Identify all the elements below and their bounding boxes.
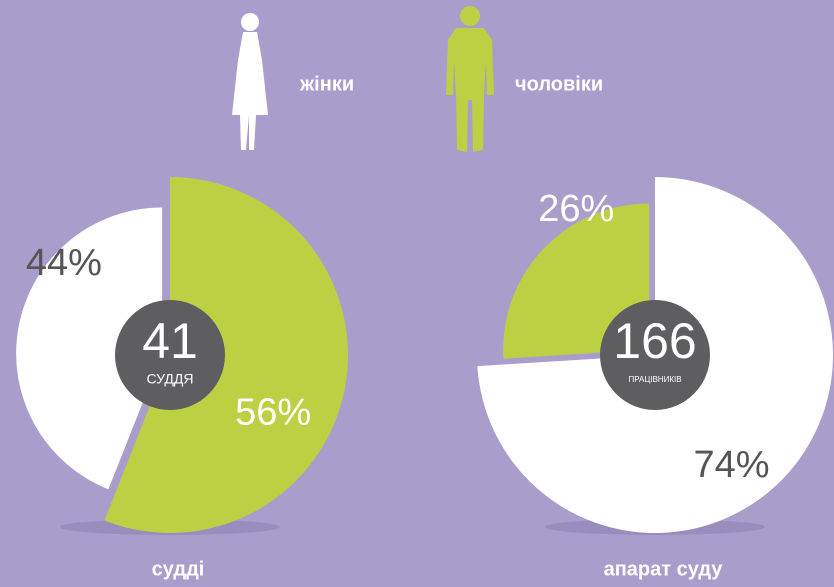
center-badge (115, 300, 225, 410)
value-label: 44% (26, 242, 102, 284)
chart-title: апарат суду (604, 558, 724, 580)
woman-icon (232, 13, 268, 150)
man-icon (446, 6, 494, 152)
pie-slice (104, 177, 348, 533)
total-value: 41 (142, 313, 198, 369)
legend-label: жінки (299, 73, 354, 95)
value-label: 26% (538, 188, 614, 230)
center-badge (600, 300, 710, 410)
value-label: 74% (694, 444, 770, 486)
pie-slice (16, 207, 163, 490)
value-label: 56% (235, 392, 311, 434)
total-value: 166 (613, 313, 696, 369)
legend-label: чоловіки (515, 73, 603, 95)
total-label: СУДДЯ (147, 371, 194, 387)
total-label: ПРАЦІВНИКІВ (628, 375, 681, 384)
chart-title: судді (152, 558, 205, 580)
